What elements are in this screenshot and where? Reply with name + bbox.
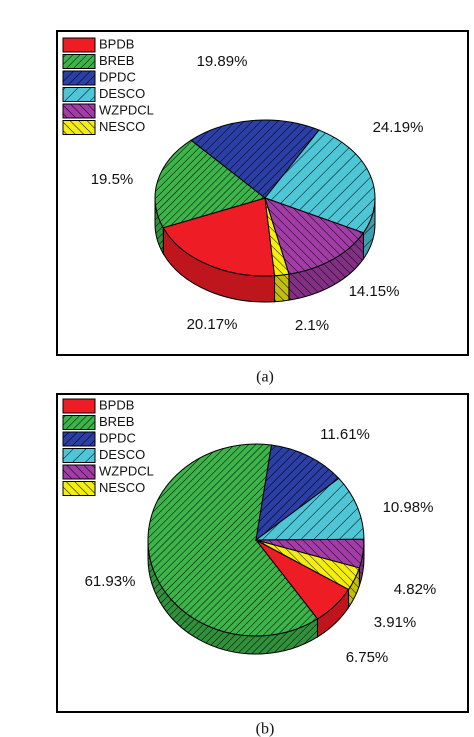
caption: (a) [256,369,274,386]
legend-label: DPDC [99,69,136,84]
slice [264,197,365,275]
value-label: 14.15% [349,283,400,300]
slice [154,139,267,229]
slice-side-shade [348,567,360,608]
slice [190,119,320,199]
legend-label: DPDC [99,430,136,445]
legend-swatch [62,54,96,69]
slice-side-shade [288,232,364,301]
value-label: 20.17% [187,316,238,333]
legend-label: WZPDCL [99,463,154,478]
legend-label: DESCO [99,447,145,462]
value-label: 24.19% [373,119,424,136]
value-label: 11.61% [320,426,370,443]
legend-swatch [62,481,96,496]
value-label: 19.5% [91,171,134,188]
slice [264,129,376,234]
value-label: 2.1% [295,317,329,334]
slice [147,443,319,637]
value-label: 19.89% [197,53,248,70]
legend-swatch [62,448,96,463]
legend-label: BREB [99,414,134,429]
legend-swatch [62,415,96,430]
slice-side-shade [148,540,318,654]
legend-label: BPDB [99,36,134,51]
legend-label: BPDB [99,397,134,412]
slice-side-shade [363,198,375,259]
legend-swatch [62,37,96,53]
slice [255,539,360,591]
slice [162,197,276,277]
legend-label: WZPDCL [99,102,154,117]
legend-swatch [62,398,96,414]
legend-label: NESCO [99,119,145,134]
legend-swatch [62,103,96,119]
value-label: 10.98% [383,499,434,516]
slice-side-shade [155,198,164,254]
value-label: 61.93% [85,573,136,590]
legend-swatch [62,70,96,86]
legend-swatch [62,464,96,480]
legend-label: DESCO [99,86,145,101]
slice [264,197,290,277]
legend-label: BREB [99,53,134,68]
legend-swatch [62,87,96,102]
value-label: 6.75% [346,649,389,666]
value-label: 3.91% [374,614,417,631]
slice [255,444,340,542]
legend-swatch [62,120,96,135]
value-label: 4.82% [394,581,437,598]
slice-side-shade [317,589,349,637]
slice [254,477,365,541]
slice-side-shade [163,227,275,302]
legend-swatch [62,431,96,447]
slice-side-shade [359,540,364,586]
caption: (b) [256,721,275,737]
slice-side-shade [274,274,289,302]
legend-label: NESCO [99,480,145,495]
